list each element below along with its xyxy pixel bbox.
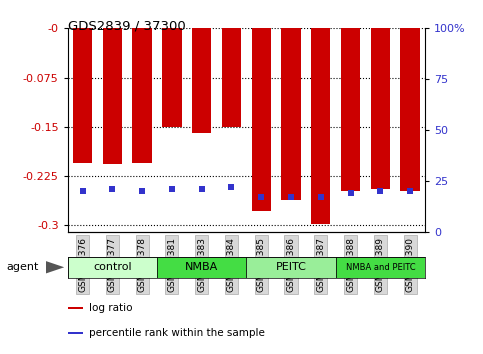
Bar xyxy=(132,28,152,163)
Polygon shape xyxy=(46,261,64,273)
Text: control: control xyxy=(93,262,131,272)
Bar xyxy=(157,257,246,278)
Bar xyxy=(73,28,92,163)
Bar xyxy=(246,257,336,278)
Bar xyxy=(68,307,83,309)
Bar xyxy=(68,332,83,334)
Bar xyxy=(162,28,182,127)
Text: PEITC: PEITC xyxy=(276,262,306,272)
Bar xyxy=(222,28,241,127)
Bar xyxy=(370,28,390,189)
Text: NMBA: NMBA xyxy=(185,262,218,272)
Bar xyxy=(102,28,122,164)
Bar xyxy=(281,28,301,200)
Text: percentile rank within the sample: percentile rank within the sample xyxy=(89,328,265,338)
Bar xyxy=(192,28,212,133)
Text: GDS2839 / 37300: GDS2839 / 37300 xyxy=(68,19,185,33)
Bar xyxy=(68,257,157,278)
Bar xyxy=(252,28,271,211)
Bar xyxy=(400,28,420,191)
Text: agent: agent xyxy=(7,262,39,272)
Bar xyxy=(311,28,330,224)
Text: log ratio: log ratio xyxy=(89,303,132,313)
Text: NMBA and PEITC: NMBA and PEITC xyxy=(345,263,415,272)
Bar xyxy=(336,257,425,278)
Bar xyxy=(341,28,360,191)
